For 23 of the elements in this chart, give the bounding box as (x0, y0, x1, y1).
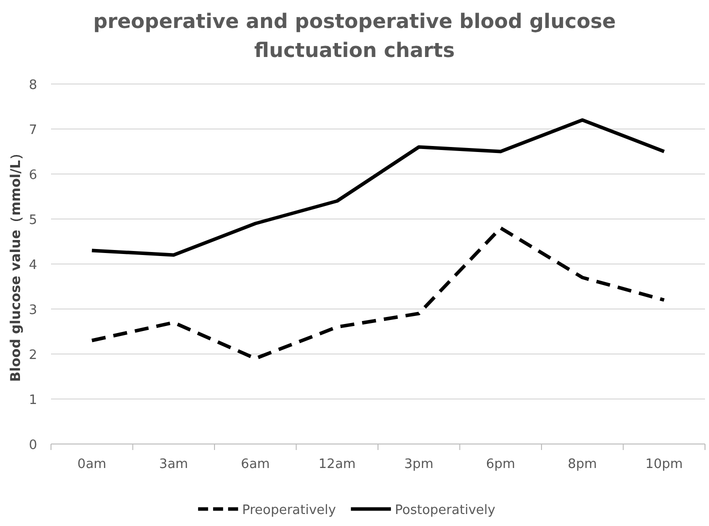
y-tick-label: 3 (28, 303, 38, 318)
y-tick-label: 7 (28, 123, 38, 138)
x-tick-label: 8pm (568, 457, 597, 472)
y-tick-label: 6 (28, 168, 38, 183)
line-series (90, 118, 666, 257)
legend-label: Preoperatively (242, 503, 336, 518)
x-tick-label: 10pm (645, 457, 683, 472)
y-tick-label: 8 (28, 78, 38, 93)
y-tick-label: 0 (28, 438, 38, 453)
y-tick-label: 5 (28, 213, 38, 228)
y-axis-title: Blood glucose value（mmol/L） (8, 146, 24, 382)
y-tick-label: 4 (28, 258, 38, 273)
x-tick-label: 6am (240, 457, 270, 472)
x-tick-label: 0am (77, 457, 106, 472)
legend-label: Postoperatively (394, 503, 496, 518)
line-series (90, 226, 666, 360)
x-tick-label: 3am (159, 457, 188, 472)
x-tick-label: 3pm (404, 457, 434, 472)
x-tick-label: 12am (318, 457, 356, 472)
y-tick-label: 2 (28, 348, 38, 363)
chart-title: preoperative and postoperative blood glucose fluctuation charts (93, 9, 616, 62)
y-tick-label: 1 (28, 393, 38, 408)
x-tick-label: 6pm (486, 457, 516, 472)
